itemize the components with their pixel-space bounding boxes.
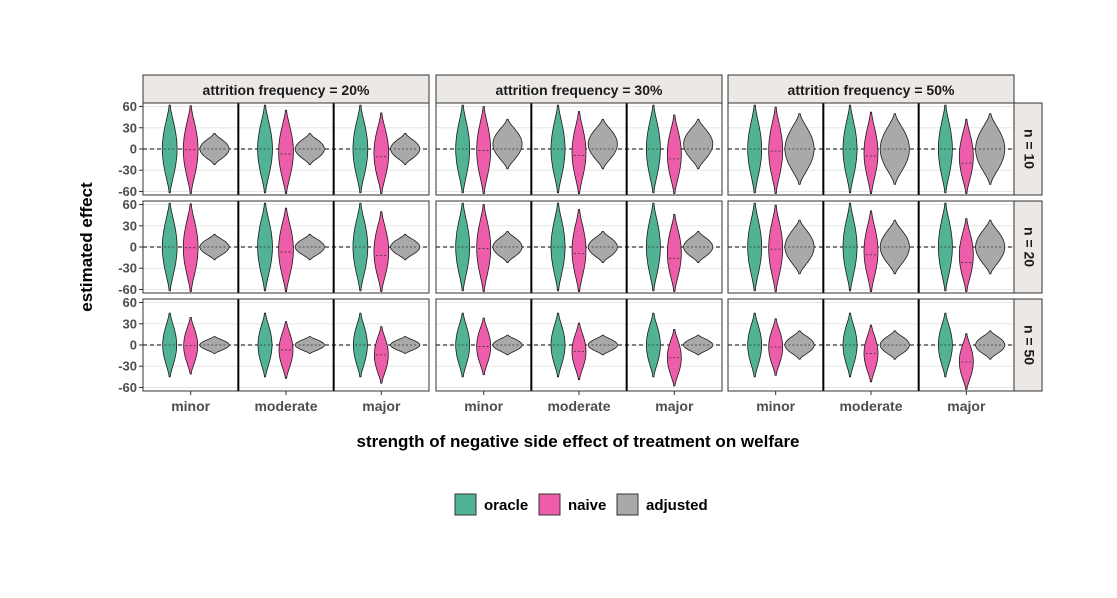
- row-strip: [1013, 102, 1043, 196]
- violin: [587, 231, 618, 263]
- y-tick-label: -60: [118, 380, 137, 395]
- row-strip: [1013, 200, 1043, 294]
- y-tick-label: 30: [123, 120, 137, 135]
- x-axis-title: strength of negative side effect of trea…: [356, 432, 799, 451]
- violin: [587, 118, 618, 170]
- legend-key: [454, 493, 477, 516]
- violin: [278, 109, 294, 194]
- violin: [683, 231, 714, 263]
- violin: [879, 330, 910, 360]
- violin: [784, 113, 815, 185]
- violin: [879, 219, 910, 275]
- violin: [958, 118, 974, 194]
- x-tick-label: minor: [464, 398, 503, 414]
- violin: [975, 113, 1006, 185]
- row-strip-label: n = 50: [1021, 325, 1037, 365]
- violin: [666, 114, 682, 194]
- y-tick-label: -60: [118, 282, 137, 297]
- column-strip-label: attrition frequency = 30%: [496, 82, 663, 98]
- legend-key: [538, 493, 561, 516]
- y-tick-label: 30: [123, 218, 137, 233]
- violin: [199, 133, 230, 165]
- y-tick-label: 60: [123, 197, 137, 212]
- violin: [373, 211, 390, 292]
- legend-label: adjusted: [646, 497, 708, 514]
- violin: [863, 210, 879, 292]
- violin: [571, 209, 587, 292]
- row-strip-label: n = 20: [1021, 227, 1037, 267]
- x-tick-label: major: [362, 398, 401, 414]
- violin: [768, 204, 784, 292]
- y-tick-label: 0: [130, 142, 137, 157]
- column-strip-label: attrition frequency = 50%: [788, 82, 955, 98]
- violin: [975, 330, 1006, 360]
- violin: [390, 133, 421, 165]
- y-tick-label: 0: [130, 338, 137, 353]
- x-tick-label: moderate: [254, 398, 317, 414]
- violin: [768, 106, 784, 194]
- violin: [294, 336, 325, 354]
- column-strip-label: attrition frequency = 20%: [203, 82, 370, 98]
- y-tick-label: 60: [123, 99, 137, 114]
- violin: [587, 334, 618, 356]
- violin: [390, 336, 421, 354]
- legend-label: oracle: [484, 497, 528, 514]
- violin: [278, 207, 294, 292]
- y-tick-label: -30: [118, 163, 137, 178]
- column-strip: [727, 74, 1015, 104]
- violin: [958, 218, 974, 292]
- violin: [492, 118, 523, 170]
- x-tick-label: moderate: [547, 398, 610, 414]
- panel-border: [727, 200, 1015, 294]
- column-strip: [142, 74, 430, 104]
- violin: [294, 233, 325, 261]
- legend-key: [616, 493, 639, 516]
- y-tick-label: -30: [118, 261, 137, 276]
- y-tick-label: 60: [123, 295, 137, 310]
- violin: [373, 112, 390, 194]
- column-strip: [435, 74, 723, 104]
- y-axis-title: estimated effect: [77, 182, 96, 312]
- violin: [784, 330, 815, 360]
- violin: [683, 118, 714, 170]
- violin: [294, 133, 325, 165]
- panel-border: [435, 102, 723, 196]
- legend-label: naive: [568, 497, 606, 514]
- y-tick-label: 30: [123, 316, 137, 331]
- violin: [390, 233, 421, 261]
- x-tick-label: minor: [756, 398, 795, 414]
- row-strip-label: n = 10: [1021, 129, 1037, 169]
- violin: [492, 334, 523, 356]
- violin: [784, 219, 815, 275]
- violin: [571, 111, 587, 194]
- violin: [492, 231, 523, 263]
- y-tick-label: 0: [130, 240, 137, 255]
- y-tick-label: -60: [118, 184, 137, 199]
- panel-border: [435, 200, 723, 294]
- y-tick-label: -30: [118, 359, 137, 374]
- x-tick-label: minor: [171, 398, 210, 414]
- violin: [975, 219, 1006, 275]
- x-tick-label: major: [947, 398, 986, 414]
- violin: [199, 336, 230, 354]
- x-tick-label: major: [655, 398, 694, 414]
- violin: [863, 111, 879, 194]
- panel-border: [142, 200, 430, 294]
- x-tick-label: moderate: [839, 398, 902, 414]
- plot-area: attrition frequency = 20% attrition frequ…: [118, 74, 1043, 414]
- violin: [683, 334, 714, 356]
- legend: oracle naive adjusted: [454, 493, 708, 516]
- panel-border: [727, 102, 1015, 196]
- violin: [666, 214, 682, 292]
- violin: [199, 233, 230, 261]
- violin: [879, 113, 910, 185]
- panel-border: [142, 102, 430, 196]
